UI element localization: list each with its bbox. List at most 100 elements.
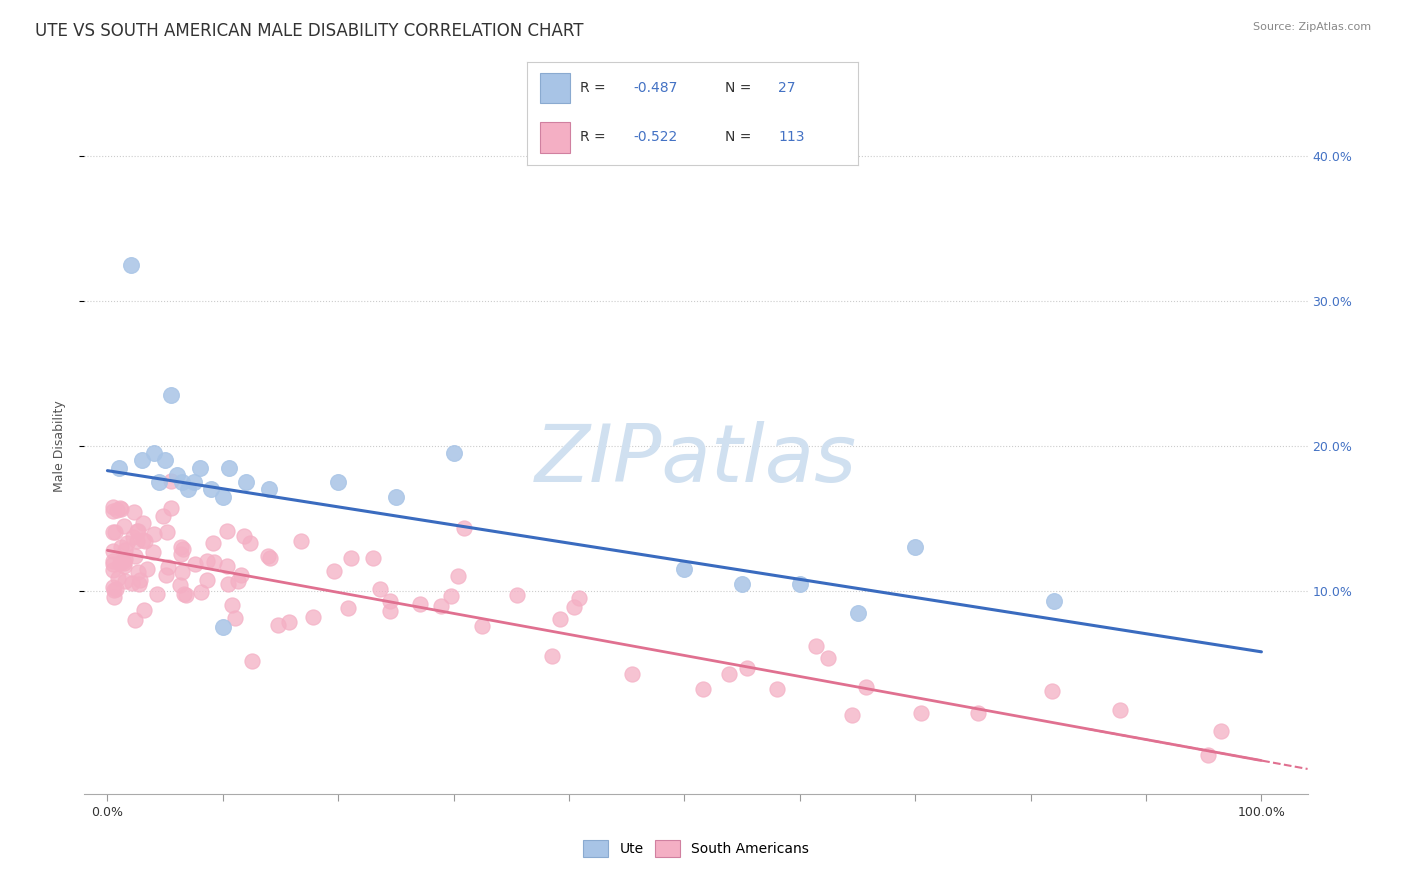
Point [173,587,195,601]
Point [170,565,193,579]
Point [235,475,257,490]
Point [673,562,696,576]
Point [103,563,125,577]
Point [110,541,132,555]
Point [201,535,224,549]
Text: R =: R = [581,130,606,144]
Point [259,551,281,566]
Point [548,612,571,626]
Legend: Ute, South Americans: Ute, South Americans [583,840,808,856]
Text: N =: N = [725,130,752,144]
Point [1197,747,1219,762]
Point [172,475,194,490]
Point [104,582,127,596]
Point [904,541,927,555]
Point [114,551,136,566]
Point [380,604,402,618]
Point [692,682,714,697]
Point [153,453,176,467]
Point [159,474,181,488]
Point [156,524,179,539]
Point [195,573,218,587]
Point [120,258,142,272]
Point [105,503,128,517]
Point [240,654,263,668]
Point [127,524,149,539]
Point [1209,723,1232,738]
Point [177,483,200,497]
Point [855,680,877,694]
Point [110,502,132,516]
Point [302,610,325,624]
Point [124,549,146,563]
Point [114,574,136,589]
Point [267,618,290,632]
Point [108,500,131,515]
Point [200,483,222,497]
Point [104,524,127,539]
Text: 27: 27 [779,80,796,95]
Point [562,600,585,615]
Point [145,586,167,600]
Point [221,598,243,612]
Point [621,666,644,681]
Point [188,460,211,475]
Point [108,556,131,570]
Point [176,588,198,602]
Point [160,388,183,402]
Point [568,591,591,605]
Point [172,541,194,556]
Point [215,559,238,574]
Point [166,467,188,482]
Point [541,648,564,663]
Text: -0.487: -0.487 [633,80,678,95]
Point [122,505,145,519]
Point [278,615,301,630]
Point [132,533,155,547]
Point [112,556,135,570]
Point [409,598,432,612]
Text: 113: 113 [779,130,804,144]
Point [446,569,468,583]
Point [218,460,240,475]
Point [717,667,740,681]
Point [966,706,988,721]
Point [131,453,153,467]
Point [217,577,239,591]
Point [128,577,150,591]
Point [1040,684,1063,698]
Point [103,581,125,595]
Point [789,576,811,591]
Point [103,591,125,605]
Point [257,549,280,564]
Point [202,555,225,569]
Point [453,521,475,535]
Point [368,582,391,596]
Point [846,606,869,620]
Text: Source: ZipAtlas.com: Source: ZipAtlas.com [1253,22,1371,32]
Point [183,475,205,490]
Point [806,639,828,653]
Text: N =: N = [725,80,752,95]
Point [195,554,218,568]
Text: UTE VS SOUTH AMERICAN MALE DISABILITY CORRELATION CHART: UTE VS SOUTH AMERICAN MALE DISABILITY CO… [35,22,583,40]
Point [129,573,152,587]
Point [148,475,170,490]
Point [228,574,250,588]
Point [125,524,148,539]
Text: R =: R = [581,80,606,95]
Point [156,559,179,574]
Point [336,600,359,615]
Point [430,599,453,614]
Point [841,708,863,723]
Point [339,550,361,565]
Point [211,620,233,634]
Bar [540,73,571,103]
Point [323,564,346,578]
Point [290,534,312,549]
Point [328,475,350,490]
Point [125,534,148,549]
Point [143,527,166,541]
Point [121,575,143,590]
Point [112,558,135,573]
